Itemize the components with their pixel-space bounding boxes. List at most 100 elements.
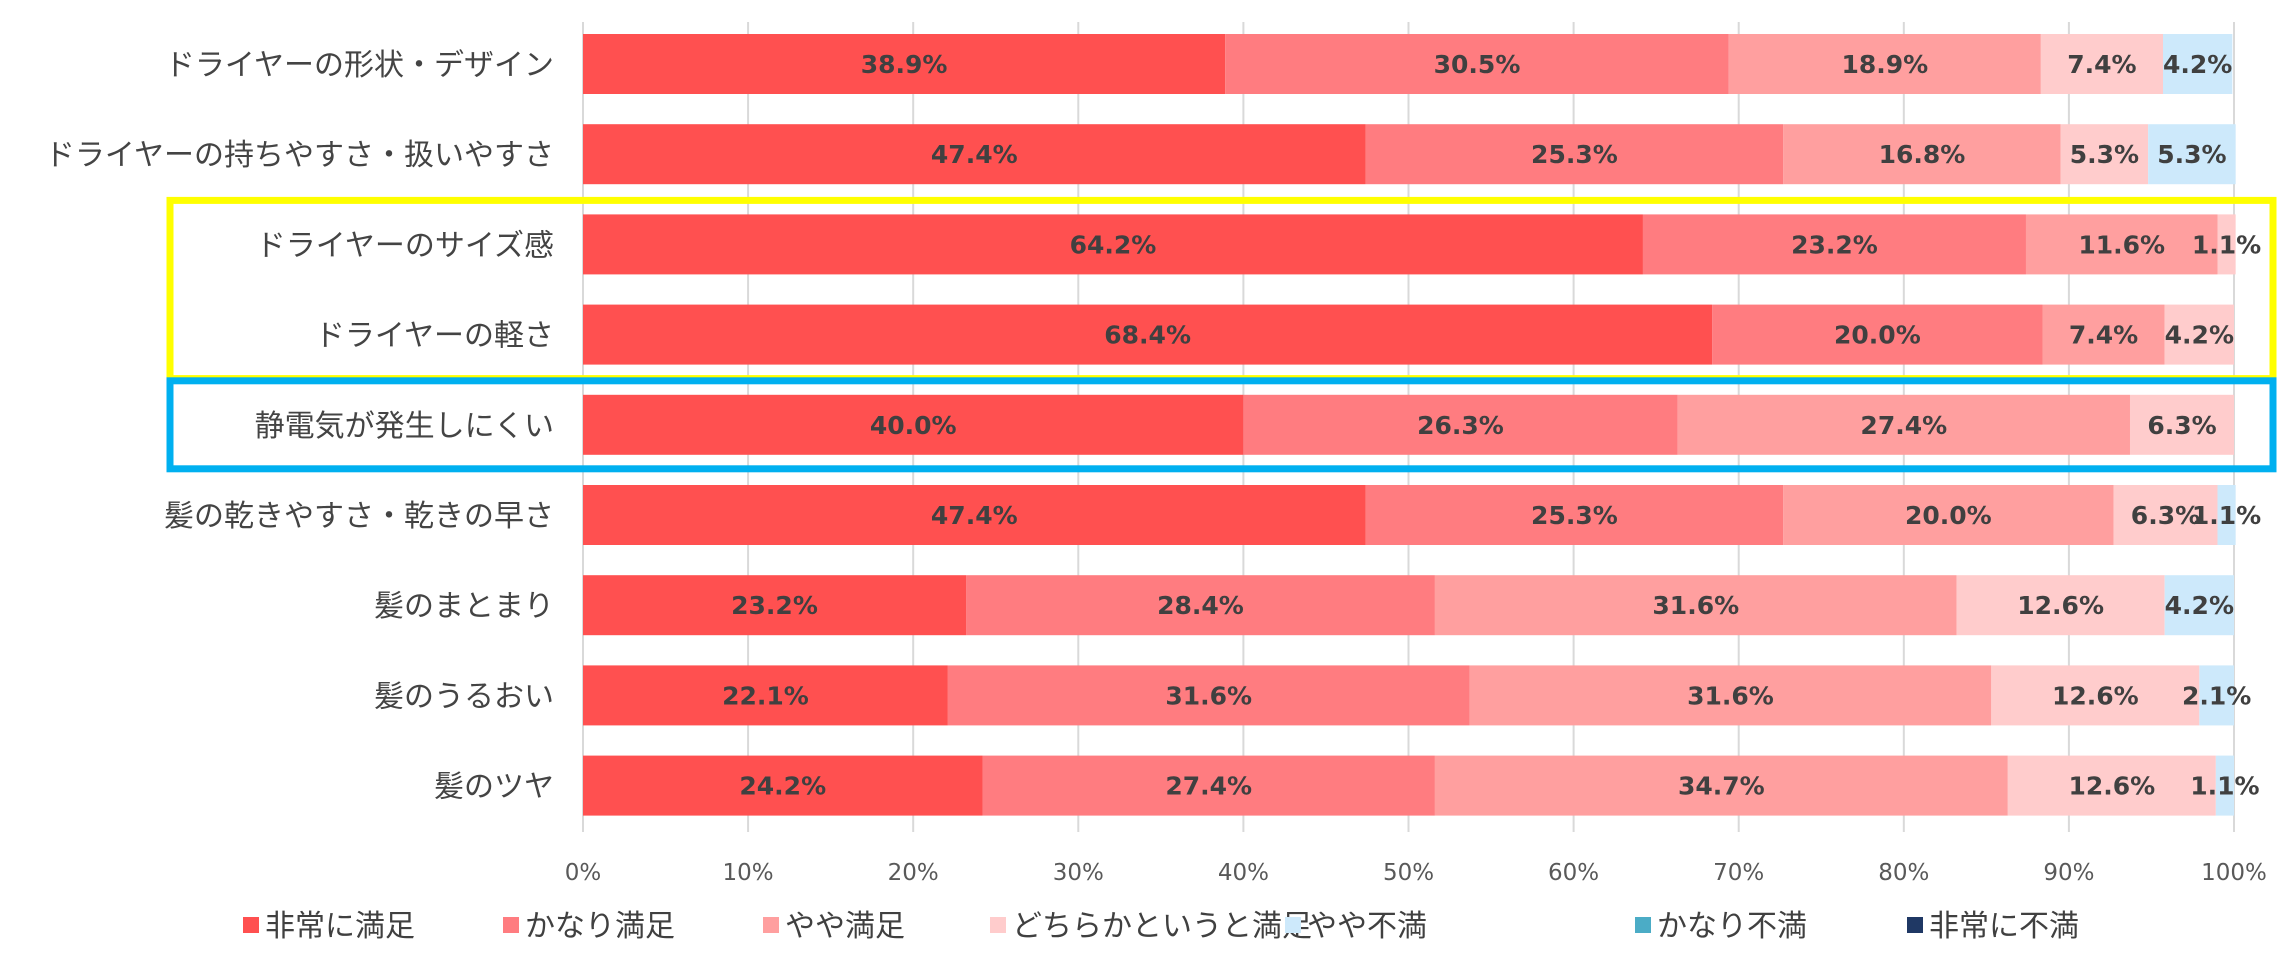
bar-segment bbox=[2129, 394, 2234, 455]
bar-segment bbox=[1677, 394, 2130, 455]
data-label: 12.6% bbox=[2052, 681, 2139, 710]
highlight-boxes bbox=[166, 196, 2277, 473]
legend-item: どちらかというと満足 bbox=[990, 909, 1312, 944]
tick-label: 50% bbox=[1383, 860, 1434, 886]
bar-segment bbox=[1956, 575, 2165, 636]
data-label: 12.6% bbox=[2068, 772, 2155, 801]
legend-label: かなり満足 bbox=[525, 909, 675, 944]
category-label: 髪のまとまり bbox=[374, 589, 554, 624]
bar-segment bbox=[2163, 34, 2233, 94]
data-label: 25.3% bbox=[1531, 501, 1618, 530]
legend-item: 非常に満足 bbox=[243, 909, 415, 944]
legend-swatch bbox=[1635, 917, 1651, 933]
bar-segment bbox=[2217, 214, 2236, 275]
bar-segment bbox=[583, 485, 1366, 545]
legend-label: かなり不満 bbox=[1657, 909, 1807, 944]
bar-segment bbox=[2040, 34, 2164, 94]
tick-label: 70% bbox=[1713, 860, 1764, 886]
data-label: 11.6% bbox=[2078, 230, 2165, 259]
data-label: 28.4% bbox=[1157, 591, 1244, 620]
category-label: ドライヤーの軽さ bbox=[315, 319, 554, 354]
bar-segment bbox=[2164, 575, 2234, 636]
data-label: 31.6% bbox=[1687, 681, 1774, 710]
data-label: 16.8% bbox=[1879, 140, 1966, 169]
legend-label: 非常に不満 bbox=[1929, 909, 2079, 944]
category-label: 髪のツヤ bbox=[434, 770, 554, 805]
bar-segment bbox=[1783, 485, 2114, 545]
legend-item: 非常に不満 bbox=[1907, 909, 2079, 944]
bar-segment bbox=[2042, 304, 2165, 365]
bar-row: 38.9% 30.5% 18.9% 7.4% 4.2% bbox=[583, 34, 2232, 94]
bar-segment bbox=[2199, 665, 2234, 726]
tick-label: 80% bbox=[1878, 860, 1929, 886]
bar-row: 40.0% 26.3% 27.4% 6.3% bbox=[583, 394, 2234, 455]
data-label: 34.7% bbox=[1678, 772, 1765, 801]
tick-label: 10% bbox=[723, 860, 774, 886]
tick-label: 30% bbox=[1053, 860, 1104, 886]
data-label: 22.1% bbox=[722, 681, 809, 710]
bar-segment bbox=[1225, 34, 1729, 94]
data-label: 31.6% bbox=[1165, 681, 1252, 710]
bar-segment bbox=[966, 575, 1435, 636]
legend-item: やや満足 bbox=[763, 909, 905, 944]
bar-segment bbox=[583, 124, 1366, 185]
legend-label: どちらかというと満足 bbox=[1012, 909, 1312, 944]
data-label: 1.1% bbox=[2190, 772, 2259, 801]
data-label: 4.2% bbox=[2165, 591, 2234, 620]
data-label: 5.3% bbox=[2157, 140, 2226, 169]
bar-segment bbox=[1434, 755, 2008, 816]
data-label: 2.1% bbox=[2182, 681, 2251, 710]
data-label: 30.5% bbox=[1434, 50, 1521, 79]
legend-swatch bbox=[1907, 917, 1923, 933]
bar-row: 22.1% 31.6% 31.6% 12.6% 2.1% bbox=[583, 665, 2251, 726]
category-labels: ドライヤーの形状・デザインドライヤーの持ちやすさ・扱いやすさドライヤーのサイズ感… bbox=[45, 48, 554, 805]
category-label: 髪のうるおい bbox=[374, 679, 554, 714]
data-label: 31.6% bbox=[1652, 591, 1739, 620]
data-label: 47.4% bbox=[931, 140, 1018, 169]
tick-label: 100% bbox=[2201, 860, 2267, 886]
bars: 38.9% 30.5% 18.9% 7.4% 4.2% 47.4% 25.3% 16.8% 5.… bbox=[583, 34, 2261, 816]
bar-segment bbox=[1642, 214, 2026, 275]
data-label: 5.3% bbox=[2070, 140, 2139, 169]
data-label: 23.2% bbox=[731, 591, 818, 620]
data-label: 4.2% bbox=[2165, 321, 2234, 350]
category-label: 髪の乾きやすさ・乾きの早さ bbox=[164, 499, 554, 534]
data-label: 7.4% bbox=[2067, 50, 2136, 79]
data-label: 4.2% bbox=[2163, 50, 2232, 79]
bar-segment bbox=[583, 304, 1713, 365]
legend-swatch bbox=[763, 917, 779, 933]
data-label: 68.4% bbox=[1104, 321, 1191, 350]
legend-label: やや満足 bbox=[785, 909, 905, 944]
bar-segment bbox=[583, 214, 1643, 275]
bar-row: 24.2% 27.4% 34.7% 12.6% 1.1% bbox=[583, 755, 2260, 816]
data-label: 23.2% bbox=[1791, 230, 1878, 259]
data-label: 6.3% bbox=[2147, 411, 2216, 440]
data-label: 47.4% bbox=[931, 501, 1018, 530]
legend-label: やや不満 bbox=[1307, 909, 1427, 944]
bar-segment bbox=[1243, 394, 1678, 455]
bar-segment bbox=[1365, 124, 1784, 185]
data-label: 27.4% bbox=[1165, 772, 1252, 801]
data-label: 1.1% bbox=[2192, 230, 2261, 259]
tick-label: 90% bbox=[2043, 860, 2094, 886]
bar-segment bbox=[1783, 124, 2061, 185]
bar-segment bbox=[982, 755, 1435, 816]
bar-segment bbox=[1469, 665, 1992, 726]
data-label: 6.3% bbox=[2131, 501, 2200, 530]
data-label: 1.1% bbox=[2192, 501, 2261, 530]
data-label: 26.3% bbox=[1417, 411, 1504, 440]
bar-row: 64.2% 23.2% 11.6% 1.1% bbox=[583, 214, 2261, 275]
bar-segment bbox=[2164, 304, 2234, 365]
bar-segment bbox=[2215, 755, 2234, 816]
bar-segment bbox=[2148, 124, 2236, 185]
bar-segment bbox=[583, 34, 1226, 94]
bar-segment bbox=[583, 665, 948, 726]
highlight-static bbox=[166, 377, 2277, 473]
legend-swatch bbox=[503, 917, 519, 933]
data-label: 18.9% bbox=[1841, 50, 1928, 79]
category-label: 静電気が発生しにくい bbox=[255, 409, 554, 444]
data-label: 20.0% bbox=[1834, 321, 1921, 350]
bar-segment bbox=[2060, 124, 2149, 185]
